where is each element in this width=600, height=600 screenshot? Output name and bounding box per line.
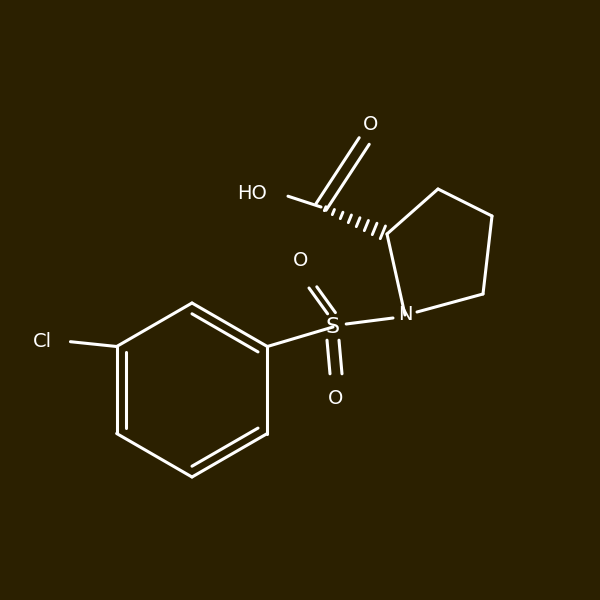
Text: HO: HO	[237, 184, 267, 203]
Text: Cl: Cl	[33, 332, 52, 351]
Text: S: S	[326, 317, 340, 337]
Text: O: O	[293, 251, 308, 271]
Text: O: O	[362, 115, 378, 134]
Text: N: N	[398, 305, 412, 325]
Text: O: O	[328, 389, 344, 409]
